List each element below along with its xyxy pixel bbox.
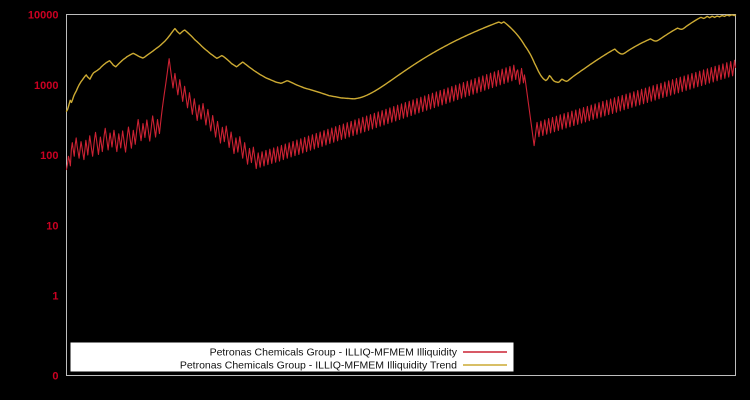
series-illiquidity-trend [65,14,737,112]
y-axis-tick-10: 10 [46,220,58,232]
y-axis-tick-10000: 10000 [28,10,59,22]
y-axis-tick-1000: 1000 [34,80,58,92]
y-axis-tick-100: 100 [40,150,58,162]
series-layer [65,14,737,171]
chart-legend[interactable]: Petronas Chemicals Group - ILLIQ-MFMEM I… [70,342,514,372]
y-axis-tick-1: 1 [52,291,58,303]
legend-box [70,342,514,372]
legend-label-1: Petronas Chemicals Group - ILLIQ-MFMEM I… [180,360,457,372]
y-axis-tick-0: 0 [52,371,58,383]
legend-label-0: Petronas Chemicals Group - ILLIQ-MFMEM I… [210,347,458,359]
series-illiquidity [65,58,737,171]
plot-frame [66,14,736,376]
